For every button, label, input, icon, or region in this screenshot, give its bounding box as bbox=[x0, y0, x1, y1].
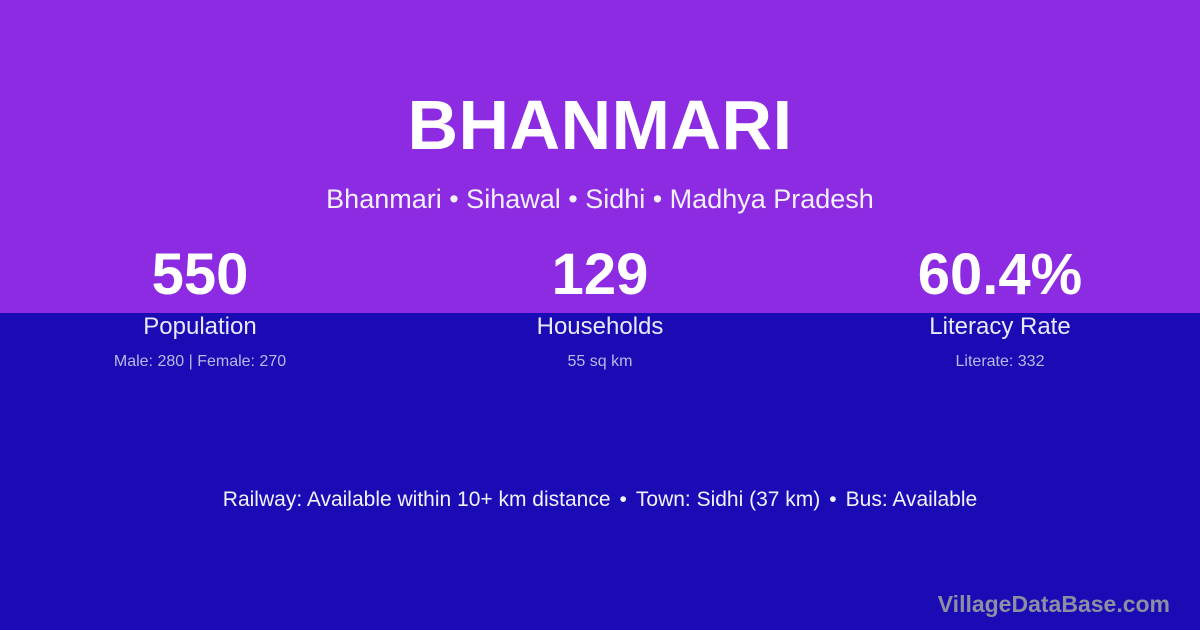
stat-value: 550 bbox=[151, 242, 249, 307]
amenities-summary: Railway: Available within 10+ km distanc… bbox=[0, 486, 1200, 514]
breadcrumb: Bhanmari • Sihawal • Sidhi • Madhya Prad… bbox=[326, 184, 874, 214]
bus-info: Bus: Available bbox=[845, 488, 978, 511]
town-info: Town: Sidhi (37 km) bbox=[635, 488, 821, 511]
stat-label: Literacy Rate bbox=[929, 313, 1071, 340]
stat-sublabel: 55 sq km bbox=[567, 353, 633, 370]
stat-label: Households bbox=[536, 313, 664, 340]
purple-band-background bbox=[0, 0, 1200, 313]
stat-population: 550 Population Male: 280 | Female: 270 bbox=[0, 243, 400, 372]
site-watermark: VillageDataBase.com bbox=[937, 591, 1170, 617]
stat-literacy-rate: 60.4% Literacy Rate Literate: 332 bbox=[800, 243, 1200, 372]
bullet-separator-icon: • bbox=[619, 488, 627, 511]
stat-label: Population bbox=[143, 313, 257, 340]
bullet-separator-icon: • bbox=[829, 488, 837, 511]
stat-households: 129 Households 55 sq km bbox=[400, 243, 800, 372]
stat-value: 129 bbox=[551, 242, 649, 307]
stats-row: 550 Population Male: 280 | Female: 270 1… bbox=[0, 243, 1200, 372]
stat-value: 60.4% bbox=[917, 242, 1083, 307]
blue-band-background bbox=[0, 313, 1200, 630]
railway-info: Railway: Available within 10+ km distanc… bbox=[222, 488, 611, 511]
stat-sublabel: Male: 280 | Female: 270 bbox=[113, 353, 287, 370]
stat-sublabel: Literate: 332 bbox=[955, 353, 1045, 370]
page-title: BHANMARI bbox=[407, 86, 793, 164]
